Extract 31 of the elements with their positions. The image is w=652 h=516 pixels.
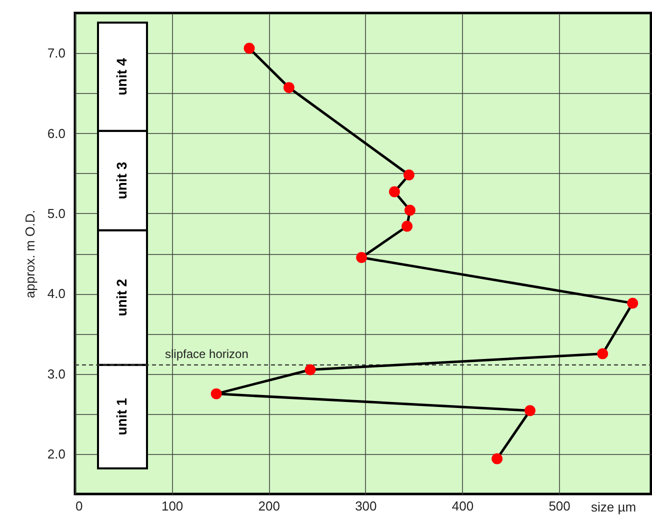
band-label: unit 2 <box>114 278 130 316</box>
point <box>356 252 368 263</box>
point <box>597 348 608 360</box>
band-label: unit 3 <box>114 162 130 200</box>
band-label: unit 1 <box>114 398 130 436</box>
y-tick-label: 6.0 <box>47 126 66 141</box>
x-axis-title: size µm <box>590 500 636 514</box>
point <box>244 42 255 54</box>
y-axis-title: approx. m O.D. <box>22 210 38 298</box>
point <box>283 82 294 94</box>
point <box>627 298 638 309</box>
y-tick-label: 2.0 <box>47 446 66 462</box>
point <box>402 220 413 232</box>
point <box>210 388 222 400</box>
x-tick-label: 400 <box>452 498 474 514</box>
point <box>304 364 316 376</box>
point <box>524 405 536 416</box>
point <box>404 204 416 216</box>
band-label: unit 4 <box>114 58 130 96</box>
y-tick-label: 5.0 <box>47 206 66 221</box>
point <box>404 169 414 180</box>
y-tick-label: 4.0 <box>47 286 66 302</box>
x-tick-label: 100 <box>161 498 184 514</box>
y-tick-label: 3.0 <box>47 366 66 382</box>
x-tick-label: 200 <box>258 498 280 514</box>
point <box>388 186 400 198</box>
x-tick-label: 300 <box>355 498 377 514</box>
point <box>492 453 503 464</box>
x-tick-label: 0 <box>76 498 83 514</box>
y-tick-label: 7.0 <box>47 46 66 61</box>
x-tick-label: 500 <box>548 498 570 514</box>
